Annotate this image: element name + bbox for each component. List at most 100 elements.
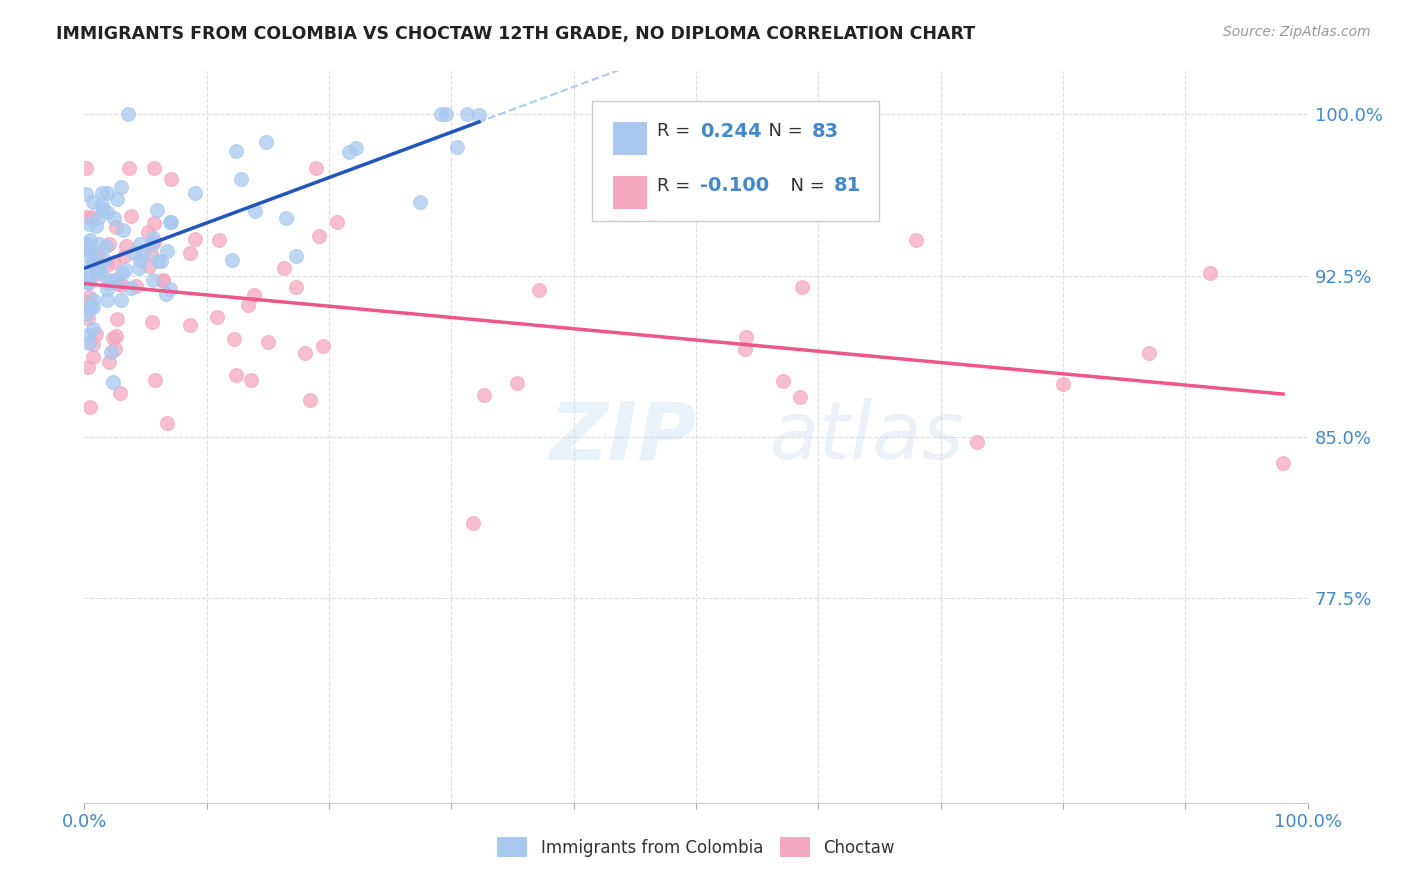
Point [75, 161, 97, 176]
Point [103, 255, 125, 269]
Point [225, 145, 247, 159]
Point [79, 300, 101, 314]
Point [789, 390, 811, 404]
Text: R =: R = [657, 177, 696, 195]
Point [129, 252, 152, 267]
Point [79, 233, 101, 247]
Bar [613, 122, 647, 155]
Point [111, 266, 134, 280]
Point [337, 145, 360, 159]
Point [184, 232, 207, 246]
Text: atlas: atlas [769, 398, 965, 476]
Point [434, 107, 457, 121]
Point [76, 210, 98, 224]
Point [274, 211, 297, 226]
Point [82, 300, 104, 314]
Point [284, 280, 307, 294]
Point [86, 326, 108, 341]
Point [101, 331, 124, 345]
Point [446, 139, 468, 153]
Point [156, 416, 179, 430]
Point [118, 161, 141, 176]
Point [76, 311, 98, 326]
Point [105, 275, 128, 289]
Point [82, 337, 104, 351]
Point [91, 202, 114, 217]
Text: 0.244: 0.244 [700, 122, 761, 141]
Point [149, 253, 172, 268]
Point [139, 247, 162, 261]
Point [96, 276, 118, 290]
Point [966, 434, 988, 449]
Text: N =: N = [758, 122, 808, 140]
Point [790, 280, 813, 294]
Point [312, 339, 335, 353]
Text: ZIP: ZIP [550, 398, 696, 476]
Point [110, 293, 132, 308]
Point [79, 335, 101, 350]
Point [159, 215, 181, 229]
Point [115, 238, 138, 252]
Point [506, 376, 529, 390]
Point [90, 266, 112, 280]
Point [82, 350, 104, 364]
Point [142, 231, 165, 245]
Point [97, 236, 120, 251]
Point [77, 275, 100, 289]
Point [254, 135, 277, 149]
Legend: Immigrants from Colombia, Choctaw: Immigrants from Colombia, Choctaw [491, 830, 901, 864]
Point [142, 216, 165, 230]
Point [735, 330, 758, 344]
Point [527, 283, 550, 297]
Point [82, 322, 104, 336]
Point [103, 211, 125, 225]
Point [75, 272, 97, 286]
Point [125, 279, 148, 293]
Point [159, 214, 181, 228]
Point [146, 254, 169, 268]
Point [114, 262, 136, 277]
Point [82, 244, 104, 258]
Point [344, 141, 367, 155]
Point [429, 107, 451, 121]
Point [77, 248, 100, 262]
Point [96, 186, 118, 200]
Point [98, 273, 121, 287]
Point [734, 343, 756, 357]
Point [77, 360, 100, 375]
Point [105, 329, 128, 343]
Point [76, 271, 98, 285]
Point [1272, 457, 1295, 471]
Point [159, 171, 181, 186]
Point [100, 345, 122, 359]
Point [772, 374, 794, 388]
Point [222, 332, 245, 346]
Point [86, 247, 108, 261]
Point [142, 273, 165, 287]
Point [84, 219, 107, 234]
Point [82, 254, 104, 268]
Point [91, 186, 114, 200]
Point [84, 262, 107, 277]
Point [91, 197, 114, 211]
Text: 81: 81 [834, 177, 862, 195]
Point [325, 215, 347, 229]
Point [456, 107, 478, 121]
Point [105, 312, 128, 326]
Point [82, 194, 104, 209]
Point [110, 386, 132, 401]
Point [245, 203, 267, 218]
Point [142, 161, 165, 176]
Point [236, 298, 259, 312]
Point [156, 244, 179, 258]
Point [96, 258, 118, 272]
Point [461, 516, 484, 530]
Point [82, 293, 104, 307]
Point [152, 273, 174, 287]
Point [146, 203, 169, 218]
Point [159, 282, 181, 296]
Point [273, 260, 295, 275]
Point [79, 260, 101, 274]
Point [122, 246, 145, 260]
Point [179, 318, 201, 333]
